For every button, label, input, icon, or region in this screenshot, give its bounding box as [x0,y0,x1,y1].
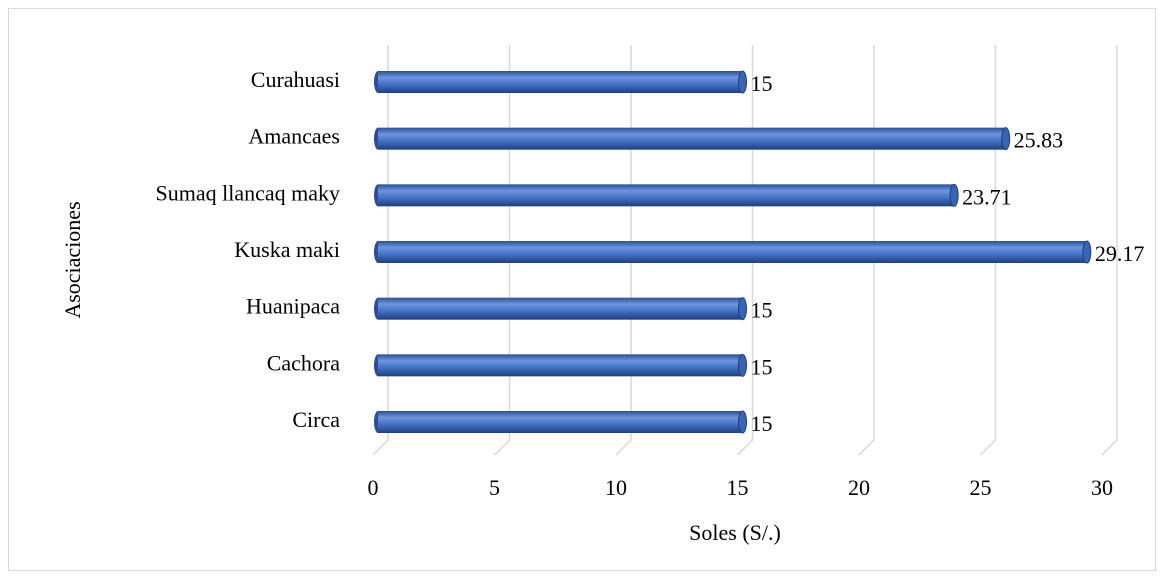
x-tick-label: 25 [970,475,992,500]
y-axis-title: Asociaciones [60,201,85,318]
bar [378,354,743,377]
grid-line [736,45,754,456]
bar [378,184,955,207]
x-tick-label: 0 [368,475,379,500]
grid-line [615,45,632,456]
data-label: 23.71 [962,184,1012,209]
data-label: 15 [751,298,773,323]
x-tick-label: 15 [727,475,749,500]
grid-line [372,45,389,456]
grid-line [858,45,875,456]
grid-line [1101,45,1118,456]
bar-cap [949,183,959,207]
bar-cap [1082,240,1092,264]
bar [378,127,1006,150]
data-label: 15 [751,71,773,96]
bar [378,241,1087,263]
y-tick-label: Amancaes [248,124,340,149]
grid-line [979,45,997,456]
x-axis-title: Soles (S/.) [689,520,781,545]
data-label: 25.83 [1014,128,1063,153]
y-tick-label: Huanipaca [246,294,340,319]
chart-border [8,8,1156,571]
y-tick-label: Curahuasi [251,67,340,92]
x-tick-label: 5 [489,475,500,500]
bar-cap [738,410,747,434]
x-tick-label: 20 [848,475,870,500]
grid-line [493,45,511,456]
bar-cap [738,297,747,321]
bar-cap [1001,127,1011,151]
y-tick-label: Cachora [267,350,341,375]
bar [378,71,743,93]
x-tick-label: 10 [605,475,627,500]
bar-cap [738,70,747,94]
grid: 0 5 10 15 20 25 30 Curahuasi Amancaes Sumaq llanc… [155,45,1118,500]
data-label: 15 [751,354,773,379]
y-tick-label: Sumaq llancaq maky [155,180,340,205]
bar [378,297,743,320]
x-tick-label: 30 [1091,475,1113,500]
bars: 15 25.83 23.71 29.17 15 15 15 [374,70,1145,436]
y-tick-label: Circa [292,407,340,432]
data-label: 15 [751,411,773,436]
data-label: 29.17 [1095,241,1145,266]
bar-cap [738,353,747,377]
bar [378,411,743,433]
y-tick-label: Kuska maki [234,237,340,262]
